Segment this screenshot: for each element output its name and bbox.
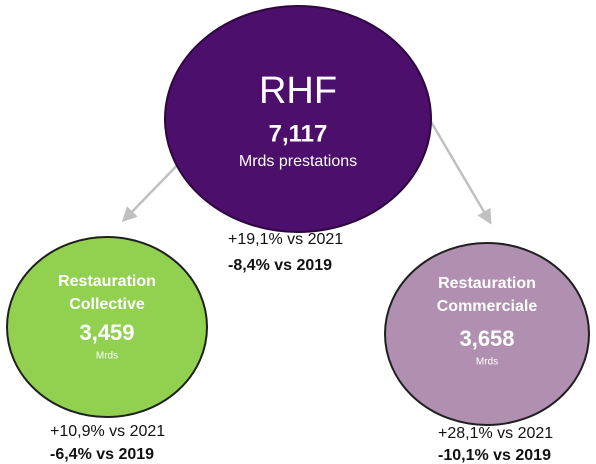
node-title: Restauration — [438, 275, 536, 292]
change-2019: -10,1% vs 2019 — [438, 447, 551, 464]
node-value: 7,117 — [269, 120, 328, 147]
node-unit: Mrds — [476, 357, 498, 368]
node-unit: Mrds — [96, 351, 118, 362]
change-2021: +10,9% vs 2021 — [50, 423, 165, 440]
node-title: Collective — [69, 296, 145, 313]
node-value: 3,459 — [79, 320, 134, 345]
node-rhf — [164, 5, 432, 233]
change-2019: -6,4% vs 2019 — [50, 446, 154, 463]
node-title: Restauration — [58, 273, 156, 290]
node-unit: Mrds prestations — [239, 153, 357, 170]
change-2021: +19,1% vs 2021 — [228, 231, 343, 248]
node-commerciale — [384, 242, 590, 426]
arrow-right — [428, 119, 492, 225]
change-2021: +28,1% vs 2021 — [438, 425, 553, 442]
node-collective — [6, 236, 208, 418]
node-title: RHF — [259, 70, 337, 112]
node-title: Commerciale — [437, 298, 538, 315]
change-2019: -8,4% vs 2019 — [228, 257, 332, 274]
node-value: 3,658 — [459, 326, 514, 351]
